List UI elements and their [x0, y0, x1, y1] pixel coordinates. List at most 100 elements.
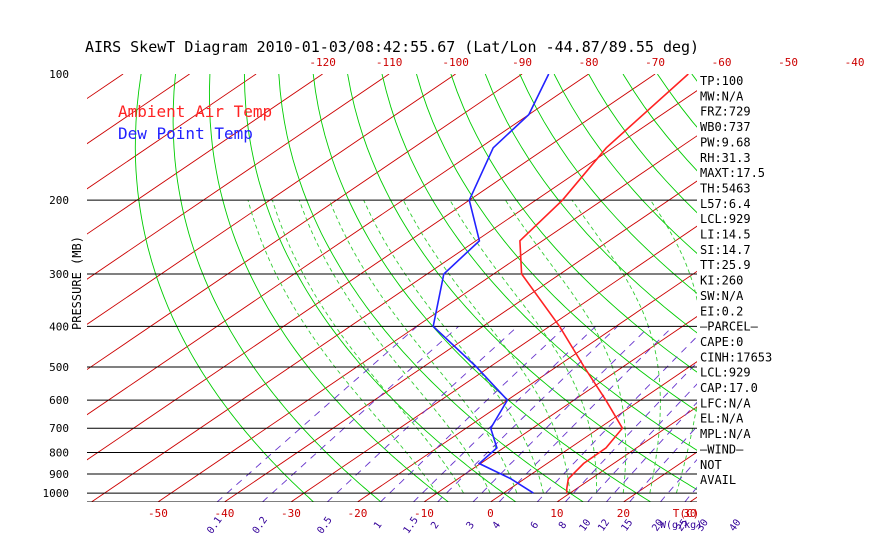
dry-adiabat	[347, 74, 697, 491]
pressure-tick-label: 200	[49, 194, 69, 207]
pressure-tick-label: 400	[49, 320, 69, 333]
mixing-ratio-tick-label: 3	[465, 520, 477, 531]
top-temp-tick-label: -100	[442, 56, 469, 69]
stats-item: EL:N/A	[700, 412, 744, 426]
mixing-ratio-line	[498, 325, 674, 502]
x-axis-label: T(C)	[673, 507, 700, 520]
top-temp-tick-label: -90	[512, 56, 532, 69]
mixing-ratio-tick-label: 4	[491, 520, 503, 531]
top-temp-tick-label: -110	[376, 56, 403, 69]
mixing-ratio-line	[437, 325, 618, 502]
stats-item: WB0:737	[700, 120, 751, 134]
mixing-ratio-tick-label: 40	[728, 517, 744, 533]
isotherm	[490, 361, 697, 502]
stats-item: MW:N/A	[700, 89, 744, 103]
stats-item: MPL:N/A	[700, 427, 751, 441]
mixing-ratio-tick-label: 10	[578, 517, 594, 533]
dry-adiabat	[761, 74, 870, 502]
bottom-temp-tick-label: -50	[148, 507, 168, 520]
top-temp-tick-label: -40	[845, 56, 865, 69]
mixing-ratio-line	[472, 325, 650, 502]
moist-adiabat	[271, 200, 464, 494]
y-axis-label: PRESSURE (MB)	[70, 236, 84, 330]
isotherm	[157, 135, 697, 502]
mixing-ratio-line	[564, 361, 697, 502]
stats-item: CAP:17.0	[700, 381, 758, 395]
chart-title: AIRS SkewT Diagram 2010-01-03/08:42:55.6…	[85, 38, 699, 56]
mixing-ratio-line	[536, 335, 697, 502]
mixing-ratio-line	[380, 325, 567, 502]
mixing-ratio-line	[587, 383, 697, 502]
moist-adiabat	[505, 199, 627, 494]
mixing-ratio-unit-label: W(g/kg)	[660, 520, 702, 531]
isotherm	[87, 74, 656, 461]
isotherm	[87, 74, 323, 235]
top-temp-tick-label: -80	[579, 56, 599, 69]
stats-item: KI:260	[700, 274, 743, 288]
pressure-tick-label: 100	[49, 68, 69, 81]
top-temp-tick-label: -70	[645, 56, 665, 69]
bottom-temp-tick-label: -20	[347, 507, 367, 520]
mixing-ratio-tick-label: 8	[557, 520, 569, 531]
bottom-temp-tick-label: -10	[414, 507, 434, 520]
top-temp-tick-label: -120	[309, 56, 336, 69]
stats-item: PW:9.68	[700, 135, 751, 149]
stats-item: NOT	[700, 458, 722, 472]
mixing-ratio-line	[659, 458, 697, 502]
isotherm	[823, 74, 870, 502]
dry-adiabat	[484, 74, 697, 334]
legend-ambient-air-temp: Ambient Air Temp	[118, 102, 272, 121]
isotherm	[87, 74, 523, 371]
moist-adiabat	[402, 199, 571, 494]
stats-item: RH:31.3	[700, 151, 751, 165]
bottom-temp-tick-label: 30	[683, 507, 696, 520]
stats-item: –PARCEL–	[700, 320, 759, 334]
top-temp-tick-label: -60	[712, 56, 732, 69]
stats-item: CAPE:0	[700, 335, 743, 349]
moist-adiabat	[650, 199, 697, 494]
legend-dew-point-temp: Dew Point Temp	[118, 124, 253, 143]
mixing-ratio-tick-label: 12	[596, 517, 612, 533]
isotherm	[91, 90, 697, 502]
mixing-ratio-line	[216, 325, 418, 502]
mixing-ratio-line	[412, 325, 597, 502]
mixing-ratio-tick-label: 2	[429, 520, 441, 531]
isotherm	[224, 180, 697, 502]
chart-grid	[0, 74, 870, 502]
moist-adiabat	[571, 199, 661, 494]
stats-item: LFC:N/A	[700, 396, 751, 410]
pressure-tick-label: 700	[49, 422, 69, 435]
dry-adiabat	[134, 74, 314, 502]
stats-item: FRZ:729	[700, 105, 751, 119]
stats-item: –WIND–	[700, 442, 744, 456]
stats-item: EI:0.2	[700, 304, 743, 318]
ambient-air-temp-line	[519, 74, 689, 494]
pressure-tick-label: 300	[49, 268, 69, 281]
dry-adiabat	[172, 74, 382, 502]
dry-adiabat	[553, 74, 697, 254]
mixing-ratio-line	[605, 401, 697, 502]
pressure-tick-label: 1000	[43, 487, 70, 500]
mixing-ratio-tick-label: 0.5	[315, 515, 334, 536]
dry-adiabat	[278, 74, 584, 502]
isotherm	[556, 406, 697, 502]
dry-adiabat	[795, 74, 870, 502]
isotherm	[290, 225, 697, 502]
isotherm	[756, 74, 870, 502]
isotherm	[0, 74, 57, 502]
isotherm	[87, 74, 589, 416]
pressure-tick-label: 500	[49, 361, 69, 374]
dry-adiabat	[243, 74, 517, 502]
isotherm	[87, 74, 124, 100]
mixing-ratio-line	[629, 425, 697, 502]
dry-adiabat	[450, 74, 697, 373]
isotherm	[87, 74, 390, 280]
moist-adiabat	[328, 200, 518, 494]
isotherm	[423, 315, 697, 502]
pressure-tick-label: 600	[49, 394, 69, 407]
stats-item: TP:100	[700, 74, 743, 88]
stats-item: AVAIL	[700, 473, 736, 487]
stats-item: SI:14.7	[700, 243, 751, 257]
